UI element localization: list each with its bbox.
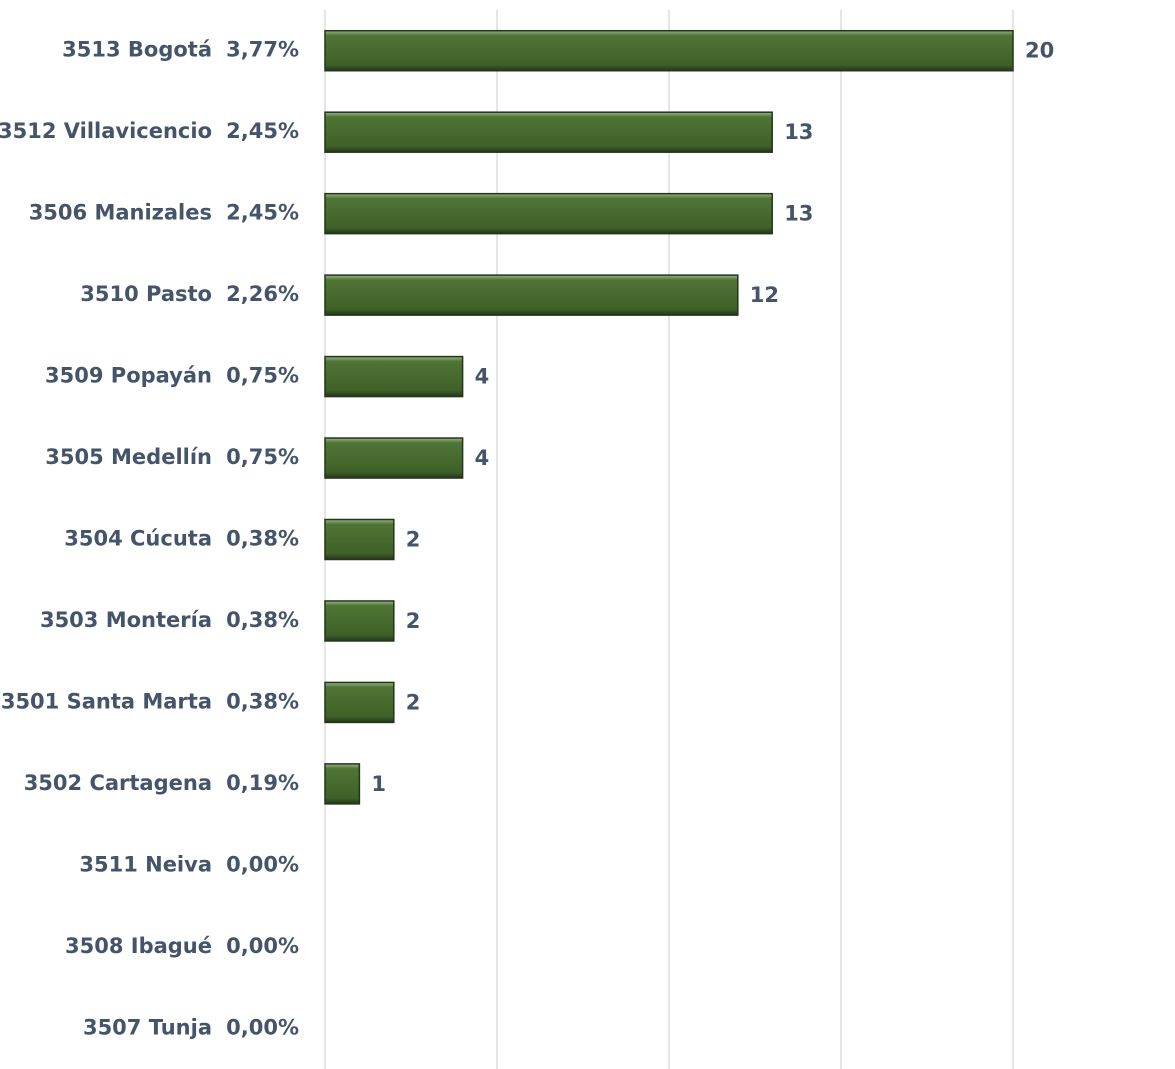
share-label: 0,38%: [226, 689, 299, 713]
category-label: 3509 Popayán: [45, 364, 212, 388]
bar: [324, 763, 361, 805]
category-label: 3506 Manizales: [29, 201, 212, 225]
share-label: 0,00%: [226, 852, 299, 876]
share-label: 2,45%: [226, 201, 299, 225]
category-label: 3502 Cartagena: [24, 771, 212, 795]
value-label: 13: [784, 120, 813, 144]
category-label: 3508 Ibagué: [65, 934, 212, 958]
category-label: 3504 Cúcuta: [64, 527, 212, 551]
share-label: 0,75%: [226, 364, 299, 388]
share-label: 0,00%: [226, 1015, 299, 1039]
category-label: 3513 Bogotá: [62, 38, 212, 62]
share-label: 0,75%: [226, 445, 299, 469]
value-label: 4: [475, 446, 490, 470]
category-label: 3503 Montería: [40, 608, 212, 632]
bar: [324, 600, 395, 642]
bar: [324, 192, 773, 235]
share-label: 3,77%: [226, 38, 299, 62]
value-label: 1: [371, 772, 386, 796]
value-label: 2: [406, 690, 421, 714]
category-label: 3512 Villavicencio: [0, 119, 212, 143]
share-label: 0,00%: [226, 934, 299, 958]
value-label: 13: [784, 202, 813, 226]
bar: [324, 681, 395, 724]
category-label: 3505 Medellín: [45, 445, 212, 469]
bar: [324, 437, 464, 479]
value-label: 2: [406, 609, 421, 633]
bar: [324, 274, 739, 316]
share-label: 0,38%: [226, 527, 299, 551]
value-label: 2: [406, 528, 421, 552]
category-label: 3507 Tunja: [83, 1015, 212, 1039]
share-label: 2,26%: [226, 282, 299, 306]
value-label: 20: [1025, 39, 1054, 63]
share-label: 0,19%: [226, 771, 299, 795]
bar: [324, 111, 773, 153]
value-label: 4: [475, 365, 490, 389]
category-label: 3510 Pasto: [80, 282, 212, 306]
category-label: 3501 Santa Marta: [1, 689, 212, 713]
bar: [324, 518, 395, 561]
share-label: 0,38%: [226, 608, 299, 632]
share-label: 2,45%: [226, 119, 299, 143]
bar: [324, 29, 1014, 72]
category-label: 3511 Neiva: [79, 852, 212, 876]
bar: [324, 355, 464, 398]
value-label: 12: [750, 283, 779, 307]
